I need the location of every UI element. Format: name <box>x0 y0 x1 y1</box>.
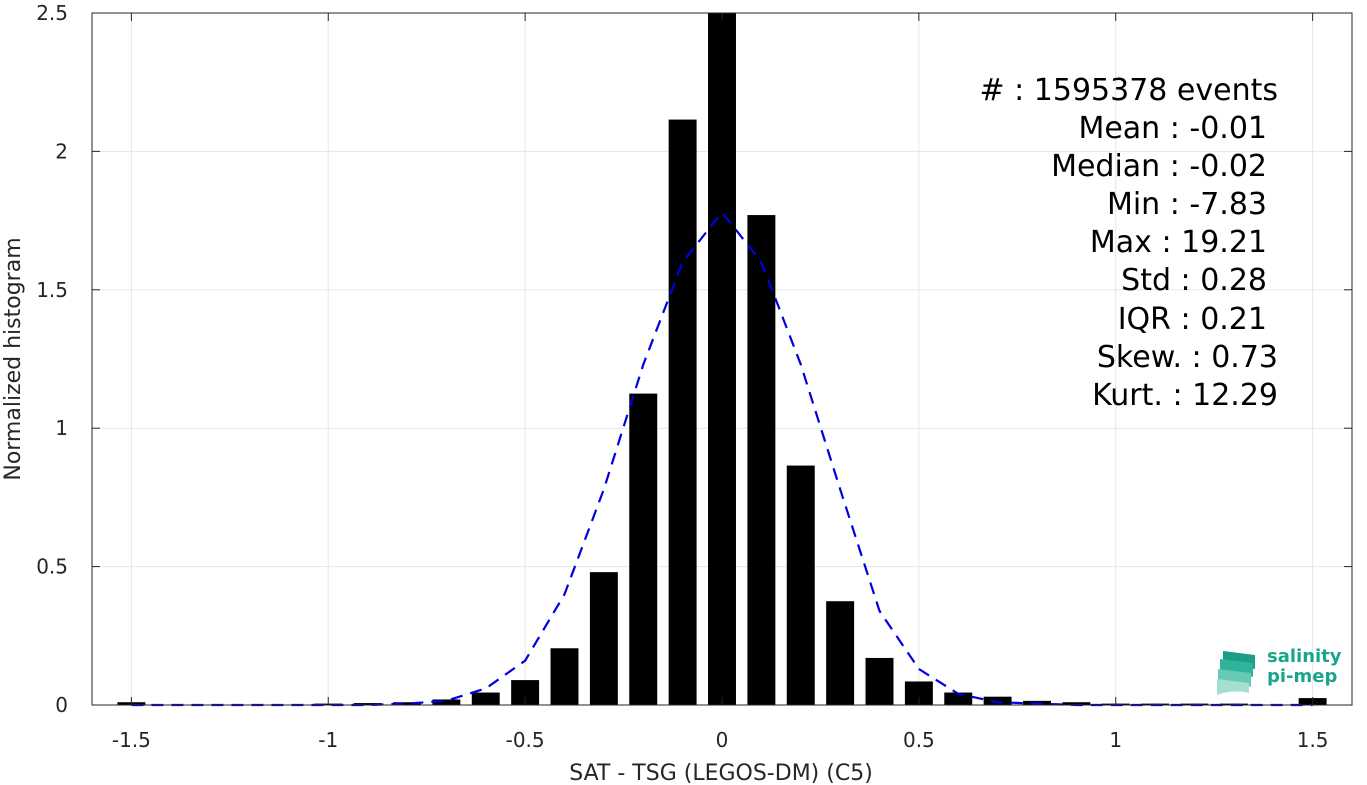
histogram-bar <box>983 696 1012 705</box>
stat-events: # : 1595378 events <box>979 73 1278 108</box>
stat-kurt: Kurt. : 12.29 <box>1092 378 1278 413</box>
histogram-bar <box>471 692 500 705</box>
histogram-bar <box>865 657 894 705</box>
x-tick-label: -1 <box>318 728 338 752</box>
logo-text-line2: pi-mep <box>1267 666 1338 687</box>
y-tick-label: 1.5 <box>36 278 68 302</box>
histogram-bar <box>589 572 618 705</box>
histogram-bars <box>117 13 1327 706</box>
wave-layers-icon <box>1217 651 1255 695</box>
x-tick-label: 1 <box>1109 728 1122 752</box>
histogram-bar <box>1062 702 1091 705</box>
histogram-bar <box>668 119 697 706</box>
histogram-bar <box>826 601 855 705</box>
stat-min: Min : -7.83 <box>1106 187 1267 222</box>
stat-max: Max : 19.21 <box>1089 225 1267 260</box>
x-tick-label: 0 <box>716 728 729 752</box>
histogram-bar <box>904 681 933 705</box>
y-axis-ticks: 0 0.5 1 1.5 2 2.5 <box>36 1 1352 717</box>
stat-std: Std : 0.28 <box>1121 263 1267 298</box>
x-tick-label: 0.5 <box>903 728 935 752</box>
stat-mean: Mean : -0.01 <box>1078 111 1267 146</box>
salinity-pimep-logo: salinity pi-mep <box>1215 645 1345 695</box>
x-axis-ticks: -1.5 -1 -0.5 0 0.5 1 1.5 <box>112 13 1329 752</box>
histogram-bar <box>432 699 461 705</box>
histogram-bar <box>944 692 973 705</box>
logo-text-line1: salinity <box>1267 646 1342 667</box>
histogram-bar <box>353 703 382 705</box>
y-tick-label: 0 <box>55 693 68 717</box>
x-tick-label: -1.5 <box>112 728 151 752</box>
histogram-bar <box>747 215 776 705</box>
histogram-bar <box>550 648 579 705</box>
histogram-bar <box>629 393 658 705</box>
y-tick-label: 0.5 <box>36 555 68 579</box>
stat-skew: Skew. : 0.73 <box>1096 340 1278 375</box>
histogram-bar <box>786 465 815 705</box>
x-tick-label: 1.5 <box>1297 728 1329 752</box>
histogram-bar <box>708 13 736 705</box>
stat-iqr: IQR : 0.21 <box>1117 302 1267 337</box>
y-axis-label: Normalized histogram <box>1 237 26 480</box>
histogram-bar <box>393 702 421 705</box>
y-tick-label: 1 <box>55 416 68 440</box>
x-tick-label: -0.5 <box>506 728 545 752</box>
stat-median: Median : -0.02 <box>1051 149 1267 184</box>
y-tick-label: 2.5 <box>36 1 68 25</box>
x-axis-label: SAT - TSG (LEGOS-DM) (C5) <box>569 761 873 785</box>
y-tick-label: 2 <box>55 139 68 163</box>
